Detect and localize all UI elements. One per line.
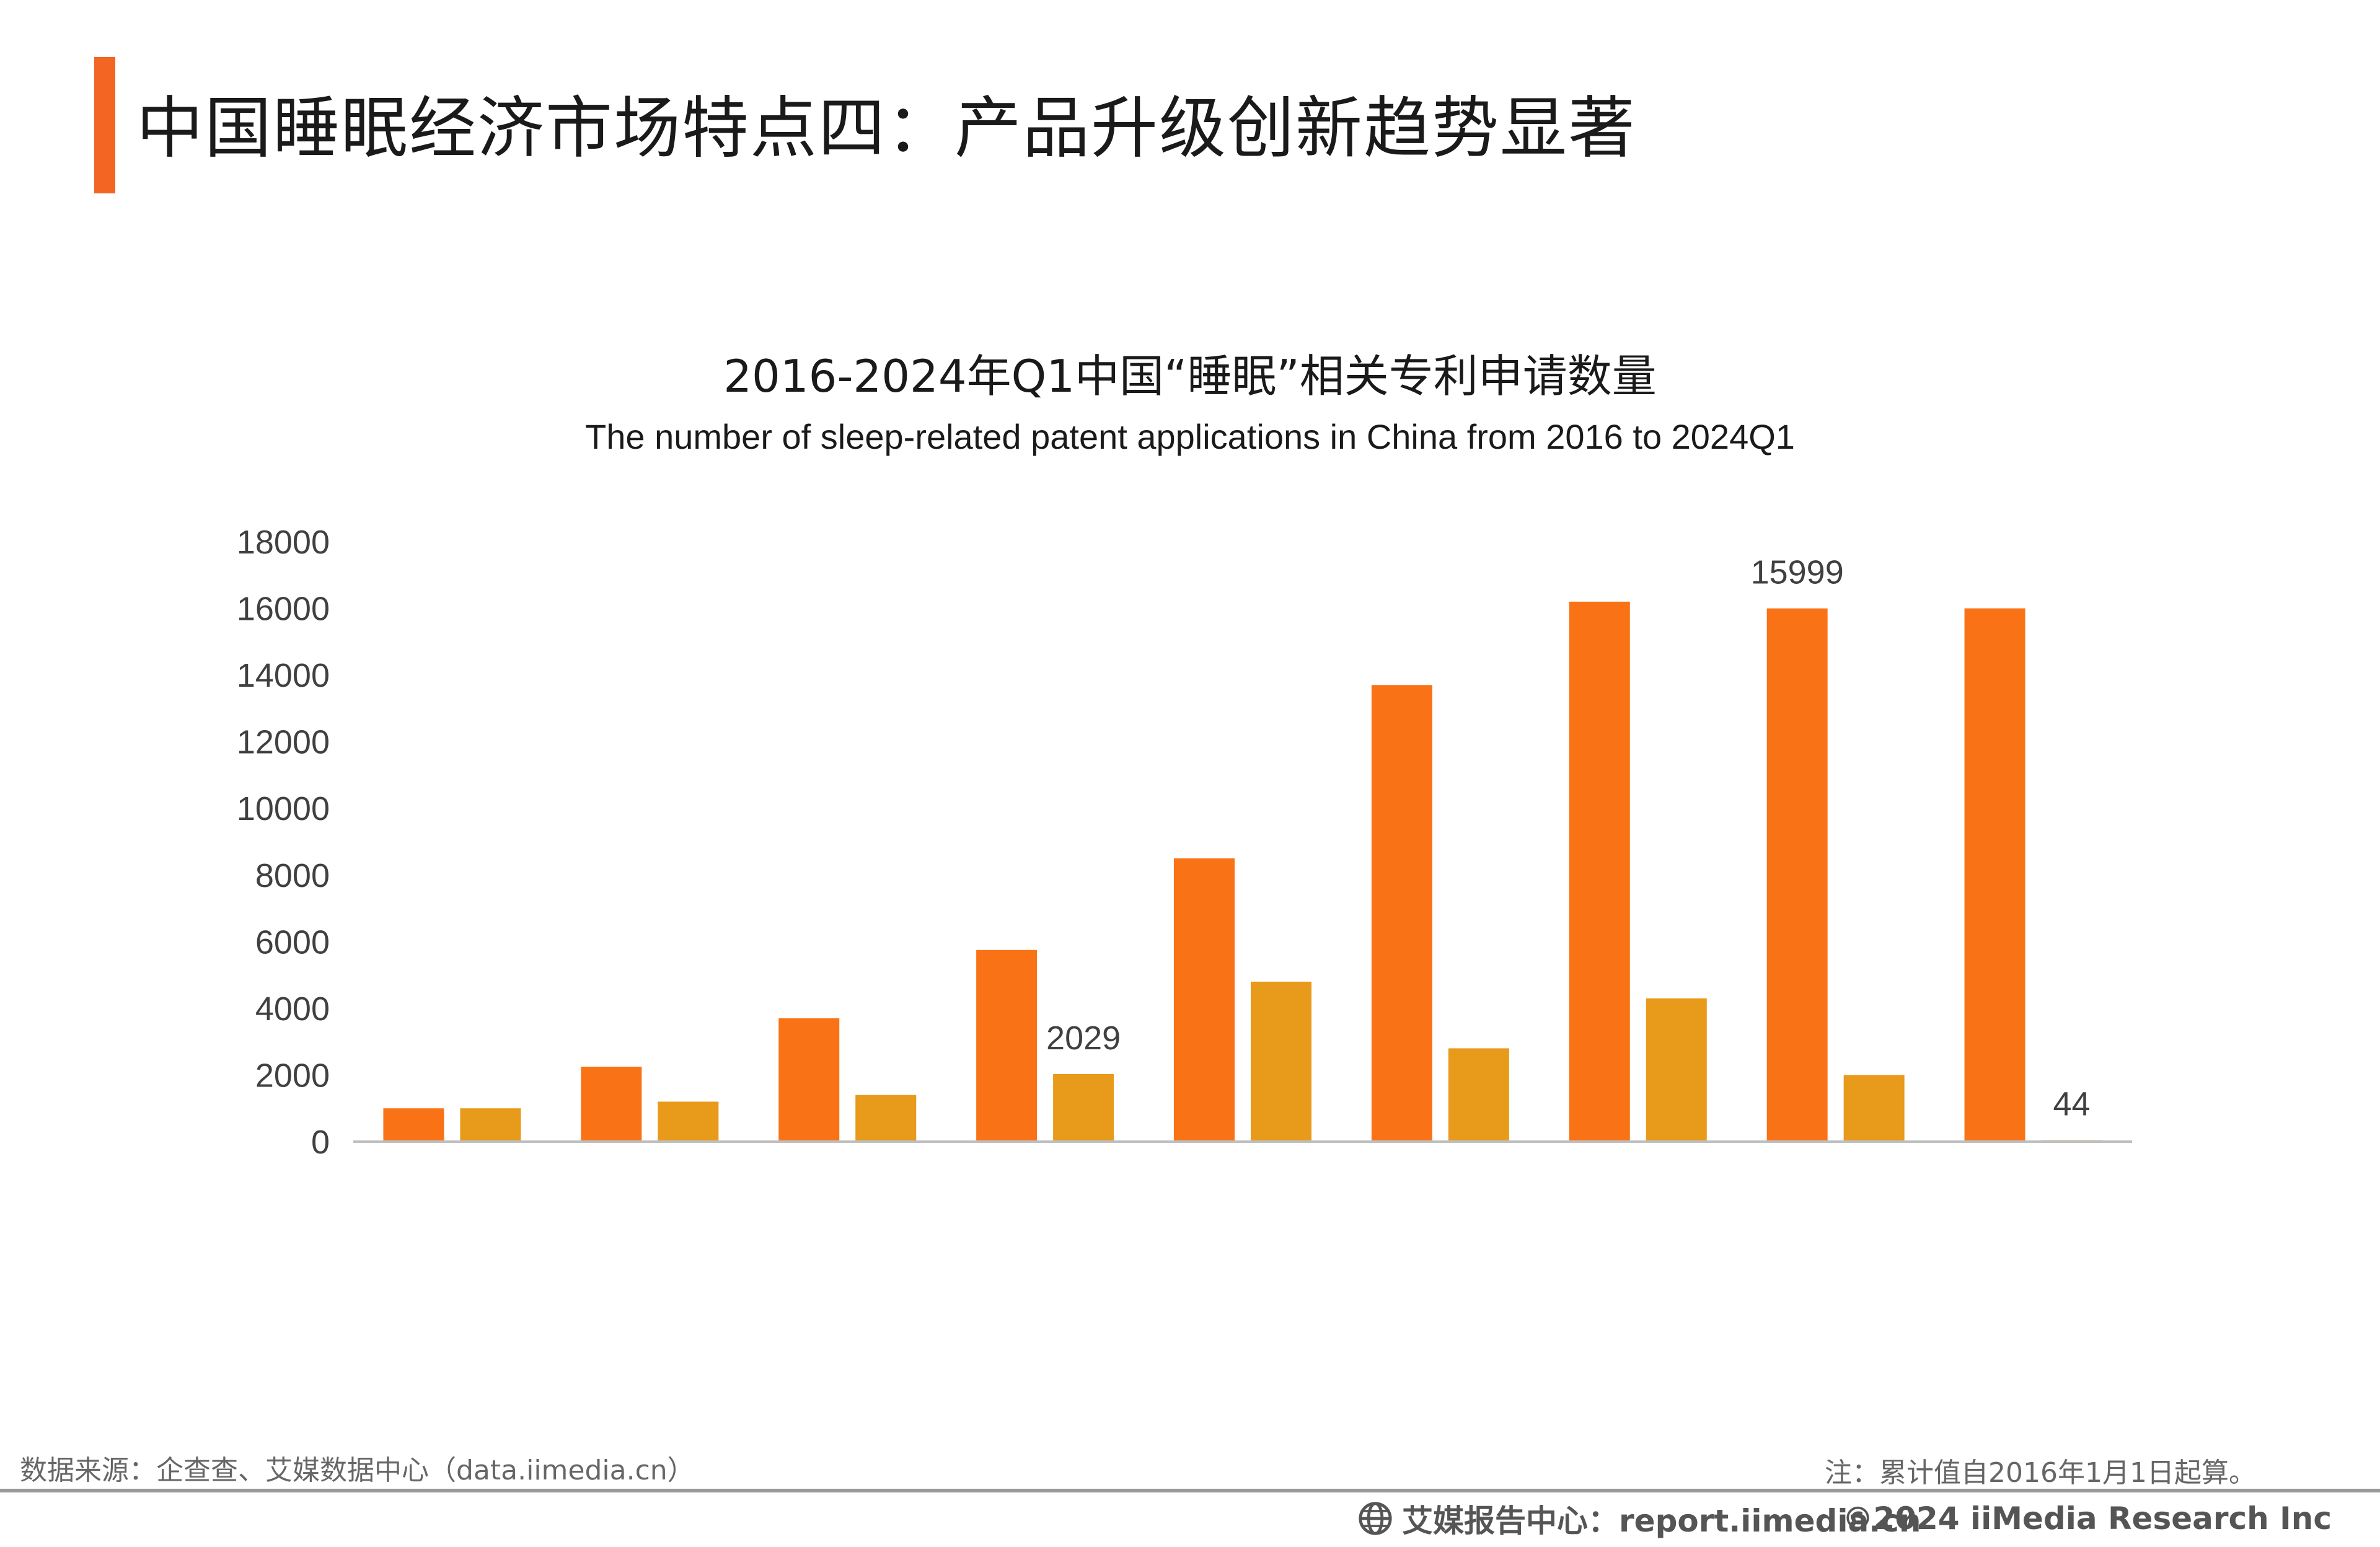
- bar-series-1-2: [581, 1067, 642, 1142]
- data-label: 44: [2053, 1086, 2091, 1123]
- data-labels: 2029 15999 44: [1046, 554, 2091, 1123]
- bar-series-2-7: [1646, 998, 1707, 1142]
- y-tick-label: 14000: [237, 657, 330, 694]
- bar-series-2-1: [460, 1108, 521, 1142]
- bar-series-1-1: [383, 1108, 444, 1142]
- bar-chart: 0 2000 4000 6000 8000 10000 12000 14000 16000 180…: [237, 524, 2132, 1161]
- title-accent-bar: [94, 57, 115, 193]
- data-label: 15999: [1751, 554, 1844, 591]
- y-tick-label: 8000: [255, 857, 330, 894]
- y-axis-ticks: 0 2000 4000 6000 8000 10000 12000 14000 16000 180…: [237, 524, 330, 1161]
- bar-series-1-5: [1174, 858, 1235, 1142]
- bar-series-2-8: [1843, 1075, 1905, 1142]
- bar-series-2-4: [1053, 1073, 1114, 1142]
- bar-series-1-9: [1964, 608, 2025, 1142]
- copyright-text: ©2024 iiMedia Research Inc: [1842, 1501, 2332, 1536]
- y-tick-label: 18000: [237, 524, 330, 561]
- footer-report-site[interactable]: 艾媒报告中心：report.iimedia.cn: [1357, 1499, 1921, 1539]
- report-site-text: 艾媒报告中心：report.iimedia.cn: [1402, 1503, 1921, 1539]
- globe-icon: [1359, 1502, 1392, 1535]
- bars: [383, 601, 2102, 1142]
- bar-series-2-2: [658, 1101, 719, 1142]
- bar-series-1-4: [976, 950, 1038, 1142]
- bar-series-2-3: [855, 1095, 917, 1142]
- bar-series-1-7: [1569, 601, 1630, 1142]
- data-label: 2029: [1046, 1020, 1121, 1057]
- bar-series-1-3: [778, 1018, 840, 1142]
- y-tick-label: 6000: [255, 923, 330, 961]
- note-text: 注：累计值自2016年1月1日起算。: [1825, 1457, 2256, 1489]
- y-tick-label: 12000: [237, 724, 330, 761]
- y-tick-label: 10000: [237, 790, 330, 827]
- y-tick-label: 16000: [237, 591, 330, 628]
- bar-series-2-5: [1251, 981, 1311, 1142]
- y-tick-label: 4000: [255, 990, 330, 1028]
- y-tick-label: 2000: [255, 1057, 330, 1094]
- chart-subtitle: The number of sleep-related patent appli…: [585, 417, 1795, 456]
- footer-divider: [0, 1489, 2380, 1492]
- chart-title: 2016-2024年Q1中国“睡眠”相关专利申请数量: [723, 350, 1657, 402]
- page-title: 中国睡眠经济市场特点四：产品升级创新趋势显著: [136, 90, 1637, 167]
- y-tick-label: 0: [311, 1124, 330, 1161]
- source-text: 数据来源：企查查、艾媒数据中心（data.iimedia.cn）: [20, 1455, 695, 1486]
- bar-series-2-6: [1448, 1048, 1509, 1142]
- bar-series-1-6: [1371, 685, 1432, 1142]
- bar-series-1-8: [1766, 608, 1828, 1142]
